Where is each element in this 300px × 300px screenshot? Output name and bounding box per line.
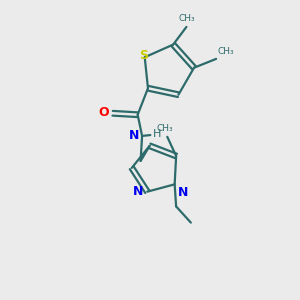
Text: CH₃: CH₃ <box>178 14 195 23</box>
Text: N: N <box>129 129 140 142</box>
Text: S: S <box>139 49 148 62</box>
Text: O: O <box>98 106 109 119</box>
Text: CH₃: CH₃ <box>218 47 234 56</box>
Text: N: N <box>133 185 143 198</box>
Text: N: N <box>178 186 189 199</box>
Text: H: H <box>153 130 162 140</box>
Text: CH₃: CH₃ <box>157 124 173 133</box>
